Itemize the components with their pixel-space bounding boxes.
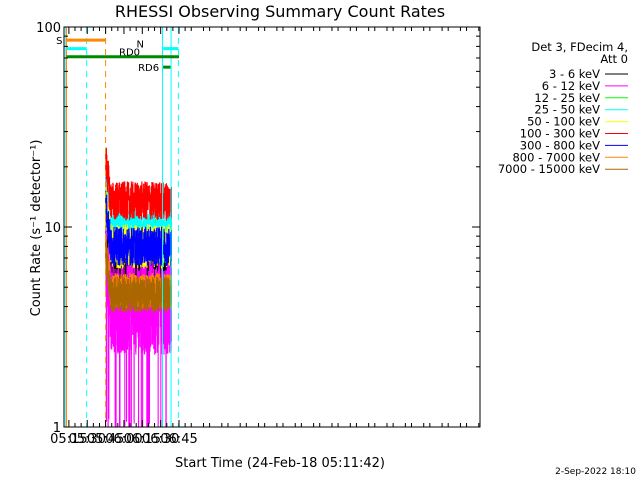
legend-entry-label: 6 - 12 keV [542, 79, 600, 93]
legend-header: Det 3, FDecim 4, [531, 40, 628, 54]
legend-entry-label: 12 - 25 keV [534, 91, 600, 105]
y-tick-label: 100 [36, 21, 61, 36]
series-line [105, 239, 172, 313]
y-tick-label: 10 [44, 221, 61, 236]
series-line [105, 147, 172, 221]
y-axis-label: Count Rate (s⁻¹ detector⁻¹) [29, 140, 44, 317]
x-tick-label: 06:30 [142, 432, 179, 447]
flag-label: S [56, 36, 62, 47]
legend-entry-label: 25 - 50 keV [534, 103, 600, 117]
timestamp-footer: 2-Sep-2022 18:10 [555, 467, 636, 477]
legend-entry-label: 100 - 300 keV [520, 127, 600, 141]
x-axis-label: Start Time (24-Feb-18 05:11:42) [175, 456, 385, 471]
x-tick-label: 06:00 [105, 432, 142, 447]
flag-label: RD0 [119, 48, 140, 59]
x-tick-label: 05:30 [69, 432, 106, 447]
legend-entry-label: 3 - 6 keV [549, 67, 600, 81]
flag-label: RD6 [138, 63, 159, 74]
x-tick-label: 05:15 [50, 432, 87, 447]
flag-label: N [136, 40, 143, 51]
legend-entry-label: 800 - 7000 keV [512, 150, 600, 164]
series-line [105, 190, 172, 266]
y-tick-label: 1 [53, 421, 61, 436]
x-tick-label: 06:45 [160, 432, 197, 447]
chart-title: RHESSI Observing Summary Count Rates [115, 2, 445, 21]
legend-header: Att 0 [600, 52, 628, 66]
x-tick-label: 05:45 [87, 432, 124, 447]
series-layer [105, 147, 172, 427]
legend-entry-label: 300 - 800 keV [520, 138, 600, 152]
legend-entry-label: 50 - 100 keV [527, 115, 600, 129]
x-tick-label: 06:15 [124, 432, 161, 447]
legend-entry-label: 7000 - 15000 keV [498, 162, 600, 176]
